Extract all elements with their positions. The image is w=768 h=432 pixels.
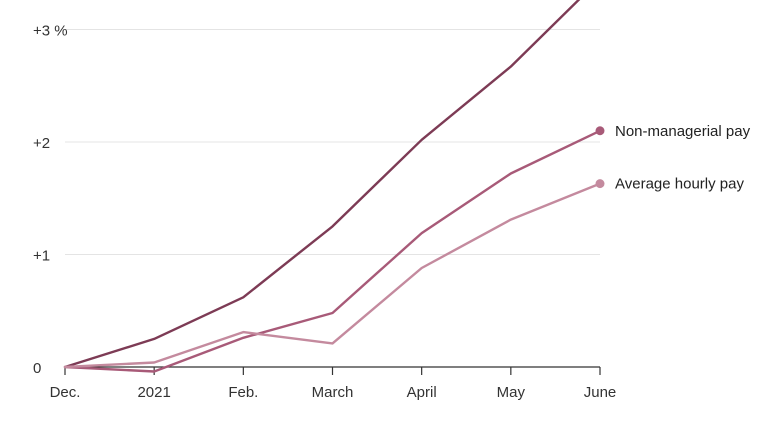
series-label: Average hourly pay (615, 176, 744, 193)
y-tick-label: 0 (33, 360, 41, 377)
x-tick-label: Dec. (50, 384, 81, 401)
x-tick-label: June (584, 384, 617, 401)
gridlines: 0 +1 +2 +3 % (33, 23, 600, 377)
y-tick-label: +2 (33, 135, 50, 152)
x-tick-label: 2021 (137, 384, 170, 401)
x-tick-label: Feb. (228, 384, 258, 401)
series-label: Non-managerial pay (615, 123, 751, 140)
series-end-marker (595, 179, 605, 189)
series-lines (63, 0, 602, 373)
x-tick-label: March (312, 384, 354, 401)
series-line (63, 0, 581, 369)
x-axis: Dec. 2021 Feb. March April May June (50, 366, 617, 401)
series-end-marker (595, 126, 605, 136)
series-line (63, 129, 602, 373)
series-line (63, 182, 602, 369)
y-tick-label: +3 % (33, 23, 68, 40)
x-tick-label: May (497, 384, 526, 401)
y-tick-label: +1 (33, 248, 50, 265)
x-tick-label: April (407, 384, 437, 401)
series-labels: Non-managerial pay Average hourly pay (595, 123, 751, 193)
